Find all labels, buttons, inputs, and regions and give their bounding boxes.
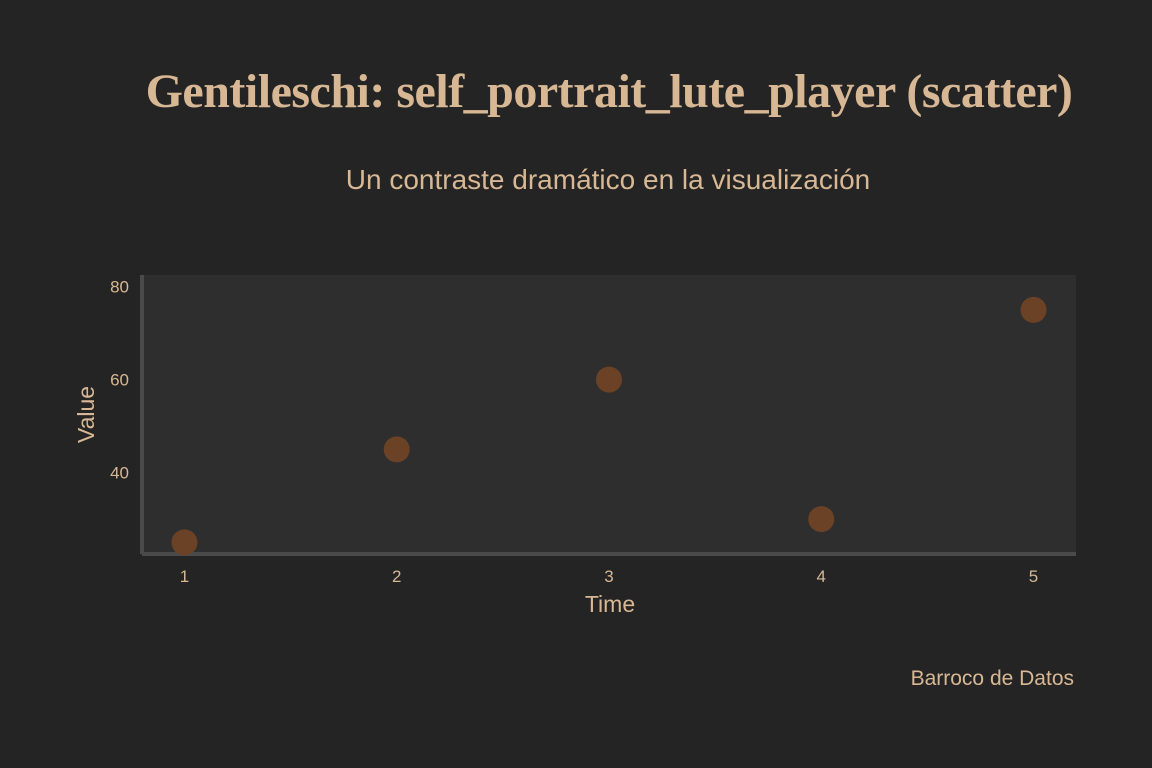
plot-panel — [142, 275, 1076, 554]
y-axis-ticks: 40 60 80 — [110, 278, 129, 483]
chart-subtitle: Un contraste dramático en la visualizaci… — [345, 164, 871, 195]
chart-title: Gentileschi: self_portrait_lute_player (… — [145, 65, 1073, 118]
data-point — [1020, 296, 1047, 323]
data-points — [171, 296, 1047, 556]
data-point — [383, 436, 410, 463]
data-point — [596, 366, 622, 393]
x-tick-label: 3 — [604, 567, 613, 586]
chart-caption: Barroco de Datos — [910, 667, 1074, 690]
x-axis-title: Time — [585, 591, 635, 617]
x-tick-label: 4 — [817, 567, 826, 586]
y-axis-title: Value — [73, 386, 99, 443]
axes — [140, 275, 1076, 556]
y-tick-label: 80 — [110, 278, 129, 297]
x-axis-ticks: 1 2 3 4 5 — [180, 567, 1039, 586]
x-tick-label: 2 — [392, 567, 401, 586]
y-tick-label: 60 — [110, 371, 129, 390]
data-point — [171, 529, 198, 556]
y-tick-label: 40 — [110, 464, 129, 483]
x-tick-label: 1 — [180, 567, 189, 586]
x-tick-label: 5 — [1029, 567, 1038, 586]
data-point — [808, 506, 835, 533]
